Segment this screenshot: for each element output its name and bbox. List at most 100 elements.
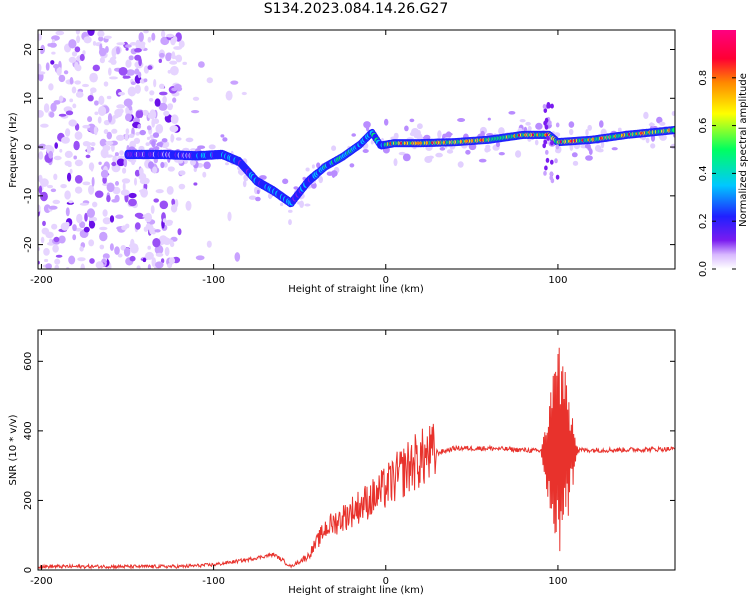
- halo-blob: [299, 200, 304, 208]
- y-tick-label: 20: [23, 43, 34, 56]
- noise-blob: [74, 186, 83, 194]
- noise-blob: [76, 213, 83, 224]
- noise-blob: [86, 144, 92, 154]
- noise-blob: [129, 42, 137, 46]
- noise-blob: [111, 128, 118, 134]
- spike-blob: [546, 102, 551, 107]
- y-tick-label: 0: [23, 144, 34, 150]
- spike-blob: [549, 171, 554, 177]
- colorbar-gradient: [712, 30, 736, 269]
- halo-blob: [349, 163, 355, 168]
- halo-blob: [390, 136, 398, 140]
- halo-blob: [280, 202, 284, 207]
- halo-blob: [139, 129, 146, 136]
- halo-blob: [519, 119, 526, 123]
- noise-blob: [150, 205, 155, 214]
- halo-blob: [220, 134, 225, 138]
- halo-blob: [585, 155, 593, 161]
- noise-blob: [170, 65, 179, 76]
- noise-blob: [147, 36, 152, 43]
- noise-blob: [42, 220, 46, 227]
- noise-blob: [63, 70, 69, 75]
- noise-blob: [87, 95, 94, 102]
- halo-blob: [485, 147, 491, 152]
- noise-blob: [159, 91, 168, 96]
- halo-blob: [445, 132, 453, 136]
- halo-blob: [362, 149, 369, 153]
- halo-blob: [160, 161, 165, 169]
- noise-blob: [166, 186, 174, 195]
- noise-blob: [50, 102, 57, 112]
- noise-blob: [125, 128, 130, 135]
- halo-blob: [159, 141, 163, 148]
- noise-blob: [129, 243, 139, 254]
- noise-blob: [99, 244, 105, 250]
- noise-blob: [75, 30, 80, 35]
- noise-blob: [166, 52, 172, 57]
- noise-blob: [99, 231, 108, 242]
- noise-blob: [92, 64, 101, 72]
- noise-blob: [241, 91, 247, 96]
- halo-blob: [393, 158, 398, 167]
- noise-blob: [89, 72, 98, 83]
- noise-blob: [52, 39, 55, 44]
- noise-blob: [77, 257, 86, 262]
- halo-blob: [585, 129, 589, 137]
- noise-blob: [195, 255, 205, 261]
- noise-blob: [185, 200, 192, 211]
- noise-blob: [51, 51, 56, 55]
- halo-blob: [363, 121, 371, 129]
- noise-blob: [134, 84, 141, 94]
- halo-blob: [197, 145, 206, 149]
- noise-blob: [137, 124, 142, 129]
- halo-blob: [515, 150, 522, 158]
- noise-blob: [82, 50, 86, 55]
- noise-blob: [74, 175, 83, 184]
- x-tick-label: -100: [202, 576, 225, 587]
- noise-blob: [69, 98, 74, 103]
- halo-blob: [152, 146, 160, 150]
- noise-blob: [169, 241, 175, 248]
- noise-blob: [227, 211, 232, 222]
- colorbar-ticks: 0.0 0.2 0.4 0.6 0.8: [698, 70, 736, 277]
- noise-blob: [155, 261, 164, 269]
- halo-blob: [311, 164, 315, 169]
- noise-blob: [182, 61, 187, 65]
- x-tick-label: -200: [30, 576, 53, 587]
- noise-blob: [118, 67, 128, 76]
- noise-blob: [115, 181, 119, 186]
- noise-blob: [49, 111, 55, 118]
- noise-blob: [55, 254, 63, 258]
- noise-blob: [54, 264, 60, 269]
- colorbar-tick-label: 0.8: [698, 70, 709, 86]
- noise-blob: [144, 85, 149, 92]
- noise-blob: [111, 199, 119, 203]
- noise-blob: [119, 150, 124, 156]
- noise-blob: [142, 177, 150, 185]
- x-tick-label: 100: [548, 275, 567, 286]
- noise-blob: [59, 148, 63, 153]
- noise-blob: [69, 77, 74, 85]
- halo-blob: [417, 130, 421, 136]
- noise-blob: [61, 136, 70, 144]
- y-tick-label: -10: [23, 188, 34, 204]
- spike-blob: [555, 144, 560, 150]
- noise-blob: [55, 30, 65, 36]
- noise-blob: [128, 55, 134, 61]
- noise-blob: [115, 214, 124, 219]
- noise-blob: [170, 114, 179, 124]
- noise-blob: [153, 79, 157, 88]
- noise-blob: [64, 150, 73, 158]
- noise-blob: [234, 252, 241, 262]
- noise-blob: [230, 80, 239, 85]
- noise-blob: [129, 255, 136, 262]
- noise-blob: [111, 143, 115, 152]
- noise-blob: [85, 154, 91, 159]
- spike-blob: [555, 174, 560, 180]
- noise-blob: [99, 43, 103, 53]
- halo-blob: [487, 117, 491, 121]
- noise-blob: [48, 150, 54, 159]
- noise-blob: [127, 86, 137, 97]
- noise-blob: [108, 67, 112, 76]
- noise-blob: [147, 65, 153, 70]
